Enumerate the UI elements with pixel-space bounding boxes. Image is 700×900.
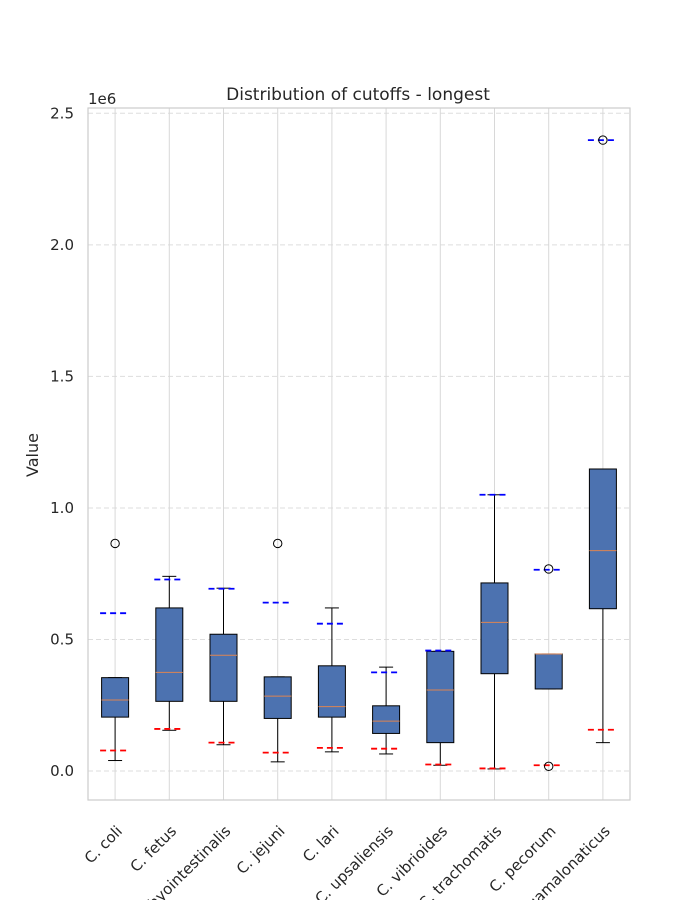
y-tick-label: 1.0 (50, 499, 74, 517)
box-marks (100, 135, 618, 772)
box (317, 665, 346, 718)
x-tick-label: C. jejuni (233, 822, 289, 878)
outlier-point (110, 538, 120, 549)
box (372, 705, 401, 734)
outlier-point (544, 564, 554, 574)
x-tick-label: C. coli (81, 822, 126, 867)
y-tick-label: 1.5 (50, 367, 74, 385)
plot-frame (87, 107, 631, 801)
outlier-point (598, 135, 608, 145)
y-tick-label: 0.0 (50, 762, 74, 780)
box (426, 650, 455, 744)
box (588, 468, 617, 610)
x-tick-label: C. lari (299, 822, 343, 866)
box (534, 653, 563, 690)
box (101, 677, 130, 718)
x-tick-label: C. fetus (127, 822, 181, 876)
box (209, 633, 238, 702)
outlier-point (273, 538, 283, 549)
box (155, 607, 184, 702)
box (263, 676, 292, 719)
y-tick-label: 2.5 (50, 104, 74, 122)
box (480, 582, 509, 675)
y-tick-label: 2.0 (50, 236, 74, 254)
y-tick-label: 0.5 (50, 630, 74, 648)
y-axis-label: Value (23, 433, 42, 477)
chart-title: Distribution of cutoffs - longest (226, 85, 490, 105)
y-axis-multiplier: 1e6 (88, 90, 116, 108)
outlier-point (544, 761, 554, 772)
